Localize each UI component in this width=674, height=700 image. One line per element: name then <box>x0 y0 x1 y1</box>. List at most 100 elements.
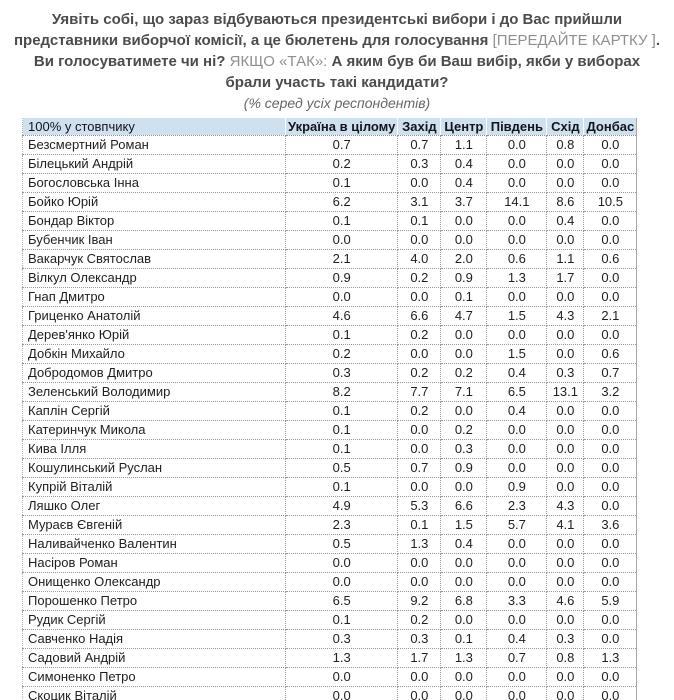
value-cell: 0.0 <box>440 553 488 573</box>
table-row: Симоненко Петро 0.0 0.0 0.0 0.0 0.0 0.0 <box>22 667 637 687</box>
table-row: Садовий Андрій 1.3 1.7 1.3 0.7 0.8 1.3 <box>22 648 637 668</box>
value-cell: 0.8 <box>546 135 585 155</box>
value-cell: 0.0 <box>440 610 488 630</box>
value-cell: 0.0 <box>486 458 548 478</box>
table-row: Гриценко Анатолій 4.6 6.6 4.7 1.5 4.3 2.… <box>22 306 637 326</box>
value-cell: 1.3 <box>583 648 637 668</box>
value-cell: 3.6 <box>583 515 637 535</box>
candidate-name-cell: Порошенко Петро <box>22 591 286 611</box>
value-cell: 0.0 <box>583 458 637 478</box>
value-cell: 0.0 <box>546 610 585 630</box>
value-cell: 0.6 <box>583 344 637 364</box>
value-cell: 0.0 <box>583 686 637 700</box>
candidate-name-cell: Скоцик Віталій <box>22 686 286 700</box>
value-cell: 0.0 <box>583 173 637 193</box>
value-cell: 2.0 <box>440 249 488 269</box>
value-cell: 0.0 <box>440 230 488 250</box>
value-cell: 0.0 <box>397 439 442 459</box>
value-cell: 0.1 <box>285 439 399 459</box>
value-cell: 4.9 <box>285 496 399 516</box>
candidate-name-cell: Богословська Інна <box>22 173 286 193</box>
value-cell: 0.0 <box>397 344 442 364</box>
value-cell: 0.0 <box>583 496 637 516</box>
value-cell: 0.2 <box>397 363 442 383</box>
table-body: Безсмертний Роман 0.7 0.7 1.1 0.0 0.8 0.… <box>22 135 637 700</box>
value-cell: 8.2 <box>285 382 399 402</box>
value-cell: 2.1 <box>583 306 637 326</box>
value-cell: 0.0 <box>440 344 488 364</box>
value-cell: 0.1 <box>285 477 399 497</box>
table-row: Ляшко Олег 4.9 5.3 6.6 2.3 4.3 0.0 <box>22 496 637 516</box>
value-cell: 4.6 <box>546 591 585 611</box>
value-cell: 0.0 <box>583 230 637 250</box>
value-cell: 0.0 <box>583 420 637 440</box>
respondents-note: (% серед усіх респондентів) <box>243 95 431 111</box>
value-cell: 1.1 <box>546 249 585 269</box>
value-cell: 0.2 <box>397 610 442 630</box>
table-row: Онищенко Олександр 0.0 0.0 0.0 0.0 0.0 0… <box>22 572 637 592</box>
value-cell: 0.0 <box>397 686 442 700</box>
poll-results-table: 100% у стовпчику Україна в цілому Захід … <box>22 118 638 700</box>
value-cell: 0.0 <box>285 230 399 250</box>
value-cell: 0.0 <box>546 230 585 250</box>
table-row: Безсмертний Роман 0.7 0.7 1.1 0.0 0.8 0.… <box>22 135 637 155</box>
value-cell: 6.8 <box>440 591 488 611</box>
value-cell: 0.0 <box>440 667 488 687</box>
value-cell: 0.0 <box>486 686 548 700</box>
value-cell: 0.2 <box>285 344 399 364</box>
value-cell: 0.0 <box>397 287 442 307</box>
value-cell: 0.0 <box>583 572 637 592</box>
value-cell: 0.1 <box>285 325 399 345</box>
value-cell: 0.2 <box>285 154 399 174</box>
value-cell: 0.0 <box>546 287 585 307</box>
value-cell: 1.5 <box>486 344 548 364</box>
value-cell: 0.0 <box>546 173 585 193</box>
candidate-name-cell: Кошулинський Руслан <box>22 458 286 478</box>
value-cell: 0.4 <box>486 401 548 421</box>
table-row: Вілкул Олександр 0.9 0.2 0.9 1.3 1.7 0.0 <box>22 268 637 288</box>
value-cell: 1.3 <box>397 534 442 554</box>
candidate-name-cell: Бубенчик Іван <box>22 230 286 250</box>
value-cell: 0.0 <box>583 135 637 155</box>
value-cell: 0.0 <box>440 572 488 592</box>
value-cell: 0.0 <box>583 629 637 649</box>
value-cell: 0.7 <box>285 135 399 155</box>
value-cell: 0.4 <box>546 211 585 231</box>
value-cell: 0.0 <box>583 439 637 459</box>
value-cell: 0.7 <box>397 458 442 478</box>
value-cell: 7.1 <box>440 382 488 402</box>
candidate-name-cell: Каплін Сергій <box>22 401 286 421</box>
value-cell: 0.5 <box>285 534 399 554</box>
value-cell: 0.0 <box>583 268 637 288</box>
value-cell: 3.1 <box>397 192 442 212</box>
candidate-name-cell: Зеленський Володимир <box>22 382 286 402</box>
value-cell: 0.0 <box>546 401 585 421</box>
value-cell: 9.2 <box>397 591 442 611</box>
value-cell: 0.7 <box>397 135 442 155</box>
value-cell: 0.1 <box>285 173 399 193</box>
table-row: Гнап Дмитро 0.0 0.0 0.1 0.0 0.0 0.0 <box>22 287 637 307</box>
candidate-name-cell: Бойко Юрій <box>22 192 286 212</box>
value-cell: 4.0 <box>397 249 442 269</box>
value-cell: 0.7 <box>486 648 548 668</box>
column-header-south: Південь <box>486 118 548 136</box>
value-cell: 0.1 <box>285 211 399 231</box>
value-cell: 0.0 <box>285 572 399 592</box>
table-row: Рудик Сергій 0.1 0.2 0.0 0.0 0.0 0.0 <box>22 610 637 630</box>
value-cell: 0.2 <box>440 420 488 440</box>
value-cell: 0.3 <box>285 363 399 383</box>
value-cell: 0.0 <box>397 230 442 250</box>
question-segment: Уявіть собі, що зараз відбуваються прези… <box>13 11 623 49</box>
value-cell: 0.2 <box>397 325 442 345</box>
value-cell: 13.1 <box>546 382 585 402</box>
table-row: Богословська Інна 0.1 0.0 0.4 0.0 0.0 0.… <box>22 173 637 193</box>
value-cell: 0.4 <box>440 534 488 554</box>
value-cell: 6.5 <box>486 382 548 402</box>
value-cell: 0.9 <box>440 268 488 288</box>
value-cell: 4.6 <box>285 306 399 326</box>
candidate-name-cell: Насіров Роман <box>22 553 286 573</box>
value-cell: 1.7 <box>546 268 585 288</box>
value-cell: 0.0 <box>285 553 399 573</box>
value-cell: 0.0 <box>440 325 488 345</box>
value-cell: 0.0 <box>486 553 548 573</box>
